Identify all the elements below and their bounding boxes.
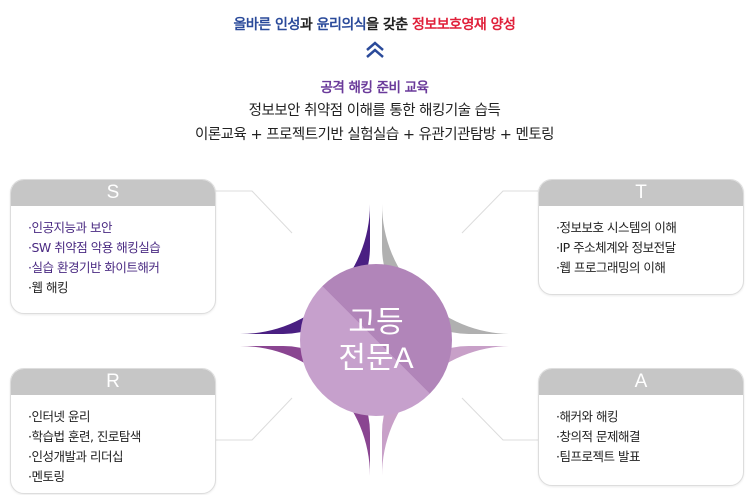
headline-part: 을 갖춘 xyxy=(366,17,413,33)
headline-part: 정보보호영재 양성 xyxy=(412,17,516,33)
center-line1: 고등 xyxy=(348,306,403,339)
headline-part: 올바른 인성 xyxy=(233,17,301,33)
segment-label-s: 50% xyxy=(280,261,314,280)
box-t-title: T xyxy=(539,180,743,206)
segment-label-a: 15% xyxy=(439,409,473,428)
box-a-title: A xyxy=(539,369,743,395)
connector-a xyxy=(461,397,538,441)
list-item: ·해커와 해킹 xyxy=(556,409,618,424)
list-item: ·인성개발과 리더십 xyxy=(28,449,123,464)
box-a: A ·해커와 해킹 ·창의적 문제해결 ·팀프로젝트 발표 xyxy=(538,368,744,486)
list-item: ·SW 취약점 악용 해킹실습 xyxy=(28,240,161,255)
box-s-title: S xyxy=(11,180,215,206)
list-item: ·창의적 문제해결 xyxy=(556,429,640,444)
connector-s xyxy=(215,190,293,234)
segment-label-t: 20% xyxy=(440,261,474,280)
list-item: ·실습 환경기반 화이트해커 xyxy=(28,260,160,275)
center-line2: 전문A xyxy=(338,342,413,375)
box-t: T ·정보보호 시스템의 이해 ·IP 주소체계와 정보전달 ·웹 프로그래밍의… xyxy=(538,179,744,295)
box-s: S ·인공지능과 보안 ·SW 취약점 악용 해킹실습 ·실습 환경기반 화이트… xyxy=(10,179,216,314)
list-item: ·학습법 훈련, 진로탐색 xyxy=(28,429,141,444)
list-item: ·인공지능과 보안 xyxy=(28,220,112,235)
box-r: R ·인터넷 윤리 ·학습법 훈련, 진로탐색 ·인성개발과 리더십 ·멘토링 xyxy=(10,368,216,494)
subtitle-1: 공격 해킹 준비 교육 xyxy=(320,80,429,96)
list-item: ·멘토링 xyxy=(28,469,65,484)
box-r-title: R xyxy=(11,369,215,395)
headline: 올바른 인성과 윤리의식을 갖춘 정보보호영재 양성 xyxy=(0,14,749,34)
headline-part: 윤리의식 xyxy=(316,17,367,33)
list-item: ·IP 주소체계와 정보전달 xyxy=(556,240,676,255)
list-item: ·팀프로젝트 발표 xyxy=(556,449,640,464)
connector-t xyxy=(461,190,538,234)
subtitle-3: 이론교육 + 프로젝트기반 실험실습 + 유관기관탐방 + 멘토링 xyxy=(194,127,555,143)
list-item: ·정보보호 시스템의 이해 xyxy=(556,220,677,235)
headline-part: 과 xyxy=(299,17,317,33)
subtitle-2: 정보보안 취약점 이해를 통한 해킹기술 습득 xyxy=(248,103,501,119)
list-item: ·웹 프로그래밍의 이해 xyxy=(556,260,666,275)
list-item: ·인터넷 윤리 xyxy=(28,409,90,424)
center-circle xyxy=(300,264,452,416)
connector-r xyxy=(215,397,293,441)
segment-label-r: 15% xyxy=(283,409,317,428)
double-chevron-up-icon xyxy=(366,41,384,58)
list-item: ·웹 해킹 xyxy=(28,280,68,295)
